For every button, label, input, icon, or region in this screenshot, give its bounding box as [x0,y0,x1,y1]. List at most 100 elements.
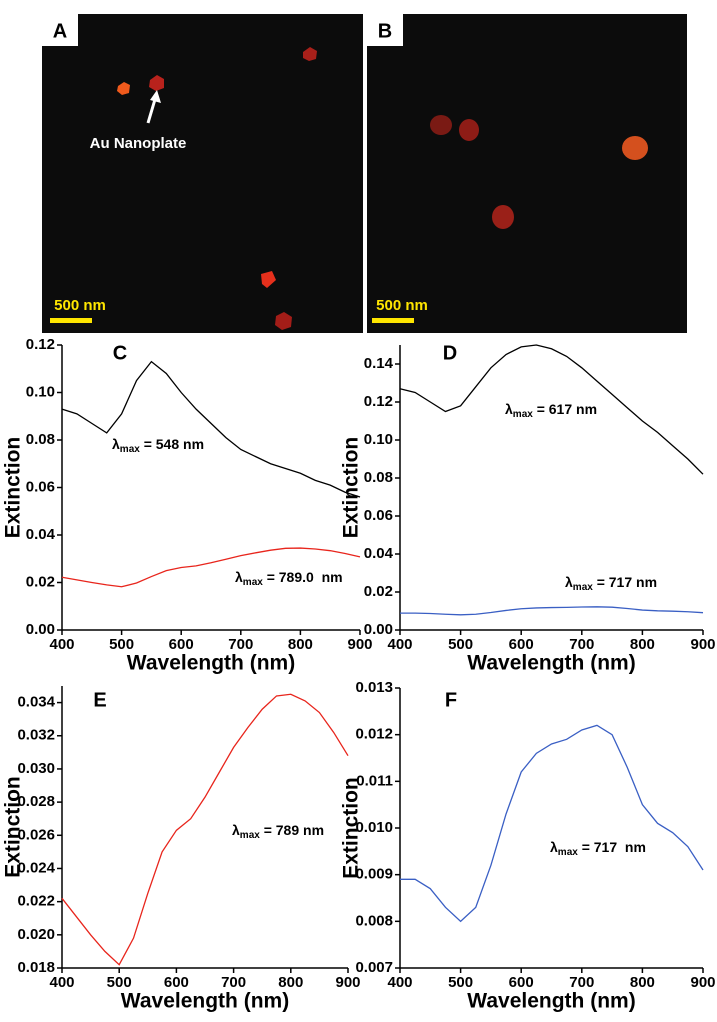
annotation-text: = 717 nm [578,839,646,855]
annotation-subscript: max [243,577,263,588]
y-axis-title: Extinction [2,776,25,878]
y-tick-label: 0.08 [364,469,393,486]
y-tick-label: 0.010 [355,819,393,836]
particle [149,75,164,91]
x-tick-label: 900 [347,636,372,653]
x-tick-label: 700 [228,636,253,653]
y-tick-label: 0.04 [364,545,394,562]
annotation-subscript: max [513,409,533,420]
y-tick-label: 0.00 [364,621,393,638]
image-a [42,14,363,333]
annotation-symbol: λ [565,574,573,590]
annotation-subscript: max [558,847,578,858]
panel-label-box [42,14,78,46]
x-tick-label: 500 [109,636,134,653]
y-tick-label: 0.10 [26,383,55,400]
x-tick-label: 400 [49,974,74,991]
x-axis-title: Wavelength (nm) [121,990,289,1013]
panel-label: A [53,20,67,42]
particle [117,82,130,95]
y-tick-label: 0.028 [17,793,55,810]
y-tick-label: 0.06 [364,507,393,524]
panel-label-box [367,14,403,46]
y-tick-label: 0.034 [17,694,55,711]
y-tick-label: 0.013 [355,679,393,696]
annotation-symbol: λ [232,822,240,838]
annotation-text: = 717 nm [593,574,657,590]
line-series [61,547,361,588]
x-tick-label: 600 [169,636,194,653]
panel-label: D [443,342,457,364]
x-tick-label: 900 [690,636,715,653]
y-tick-label: 0.011 [356,772,393,789]
x-tick-label: 800 [630,974,655,991]
x-tick-label: 400 [49,636,74,653]
line-series [399,344,704,475]
y-tick-label: 0.008 [355,912,393,929]
panel-label: E [93,689,106,711]
particle [303,47,317,61]
x-tick-label: 700 [569,636,594,653]
x-tick-label: 900 [690,974,715,991]
y-tick-label: 0.06 [26,478,55,495]
y-tick-label: 0.026 [17,826,55,843]
y-tick-label: 0.12 [364,393,393,410]
particle [492,205,514,229]
x-axis-title: Wavelength (nm) [467,652,635,675]
scale-bar-label: 500 nm [376,297,428,314]
particle [275,312,292,330]
y-tick-label: 0.022 [17,893,55,910]
x-tick-label: 600 [164,974,189,991]
y-tick-label: 0.012 [355,726,393,743]
y-tick-label: 0.02 [26,573,55,590]
annotation: λmax = 717 nm [550,839,646,858]
annotation-subscript: max [240,830,260,841]
x-tick-label: 700 [569,974,594,991]
x-tick-label: 500 [448,974,473,991]
y-axis-title: Extinction [340,777,363,879]
annotation-symbol: λ [505,401,513,417]
x-tick-label: 900 [335,974,360,991]
annotation: λmax = 789.0 nm [235,569,343,588]
annotation-text: = 548 nm [140,436,204,452]
x-tick-label: 600 [509,974,534,991]
y-tick-label: 0.018 [17,959,55,976]
annotation-symbol: λ [112,436,120,452]
annotation-subscript: max [120,444,140,455]
y-tick-label: 0.12 [26,336,55,353]
particle [459,119,479,141]
y-tick-label: 0.04 [26,526,56,543]
y-axis-title: Extinction [2,437,25,539]
annotation: Au Nanoplate [90,135,187,152]
x-tick-label: 600 [509,636,534,653]
y-tick-label: 0.10 [364,431,393,448]
line-series [400,606,704,616]
annotation-symbol: λ [235,569,243,585]
scale-bar [372,318,414,323]
x-tick-label: 500 [448,636,473,653]
x-tick-label: 800 [288,636,313,653]
y-tick-label: 0.00 [26,621,55,638]
y-tick-label: 0.024 [17,859,55,876]
x-axis-title: Wavelength (nm) [127,652,295,675]
annotation-subscript: max [573,582,593,593]
y-tick-label: 0.02 [364,583,393,600]
y-tick-label: 0.14 [364,355,394,372]
panel-label: F [445,689,457,711]
particle [261,271,276,288]
arrow-head [150,90,161,103]
y-axis-title: Extinction [340,437,363,539]
y-tick-label: 0.030 [17,760,55,777]
y-tick-label: 0.032 [17,727,55,744]
annotation: λmax = 717 nm [565,574,657,593]
annotation: λmax = 789 nm [232,822,324,841]
particle [430,115,452,135]
x-tick-label: 800 [278,974,303,991]
annotation-symbol: λ [550,839,558,855]
annotation-text: = 617 nm [533,401,597,417]
y-tick-label: 0.009 [355,866,393,883]
image-b [367,14,687,333]
y-tick-label: 0.007 [355,959,393,976]
panel-label: C [113,342,127,364]
